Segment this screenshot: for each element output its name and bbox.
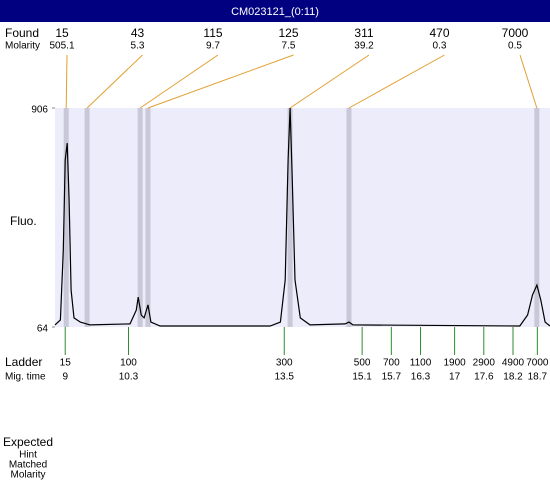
ladder-size: 700 (383, 358, 400, 369)
found-size: 311 (354, 26, 373, 40)
found-size: 470 (429, 26, 449, 40)
found-band (137, 108, 143, 327)
ladder-time: 17 (449, 372, 461, 383)
found-molarity: 0.3 (433, 41, 447, 52)
ladder-size: 4900 (502, 358, 525, 369)
found-band (534, 108, 540, 327)
found-connector (65, 54, 68, 109)
found-band (63, 108, 69, 327)
ladder-time: 15.1 (352, 372, 372, 383)
found-band (287, 108, 293, 327)
ladder-time: 18.7 (528, 372, 548, 383)
found-molarity: 505.1 (49, 41, 74, 52)
plot-area (55, 108, 550, 327)
ladder-time: 15.7 (382, 372, 402, 383)
footer-label: Hint (19, 450, 37, 461)
ladder-time: 18.2 (503, 372, 523, 383)
found-connector (519, 54, 538, 109)
found-size: 7000 (502, 26, 529, 40)
plot: 15505.1435.31159.71257.531139.24700.3700… (3, 26, 550, 480)
ladder-time: 17.6 (474, 372, 494, 383)
ladder-size: 15 (60, 358, 72, 369)
found-connector (289, 54, 370, 109)
title-bar (0, 0, 550, 22)
found-molarity: 0.5 (508, 41, 522, 52)
y-tick-label: 906 (31, 105, 48, 116)
ladder-time: 16.3 (411, 372, 431, 383)
ladder-size: 500 (354, 358, 371, 369)
found-molarity: 39.2 (354, 41, 374, 52)
found-band (145, 108, 151, 327)
footer-label: Molarity (10, 470, 45, 480)
ladder-time: 13.5 (275, 372, 295, 383)
ladder-time: 10.3 (119, 372, 139, 383)
mig-time-label: Mig. time (5, 372, 46, 383)
found-size: 115 (203, 26, 222, 40)
y-tick-label: 64 (37, 324, 49, 335)
y-label: Fluo. (10, 214, 37, 228)
title: CM023121_(0:11) (231, 6, 319, 18)
ladder-size: 1900 (443, 358, 466, 369)
found-connector (348, 54, 445, 109)
found-size: 15 (55, 26, 69, 40)
ladder-size: 300 (276, 358, 293, 369)
trace (54, 107, 550, 327)
ladder-size: 100 (120, 358, 137, 369)
found-molarity: 5.3 (131, 41, 145, 52)
found-molarity: 7.5 (282, 41, 296, 52)
found-connector (147, 54, 294, 109)
footer-label: Matched (9, 460, 47, 471)
found-connector (139, 54, 219, 109)
ladder-time: 9 (62, 372, 68, 383)
found-label: Found (5, 26, 39, 40)
found-band (84, 108, 90, 327)
ladder-size: 7000 (526, 358, 549, 369)
footer-label: Expected (3, 435, 53, 449)
found-size: 43 (131, 26, 145, 40)
found-band (346, 108, 352, 327)
ladder-size: 2900 (473, 358, 496, 369)
molarity-label: Molarity (5, 41, 40, 52)
found-size: 125 (278, 26, 298, 40)
ladder-label: Ladder (5, 355, 42, 369)
found-molarity: 9.7 (206, 41, 220, 52)
ladder-size: 1100 (410, 358, 432, 369)
found-connector (86, 54, 143, 109)
